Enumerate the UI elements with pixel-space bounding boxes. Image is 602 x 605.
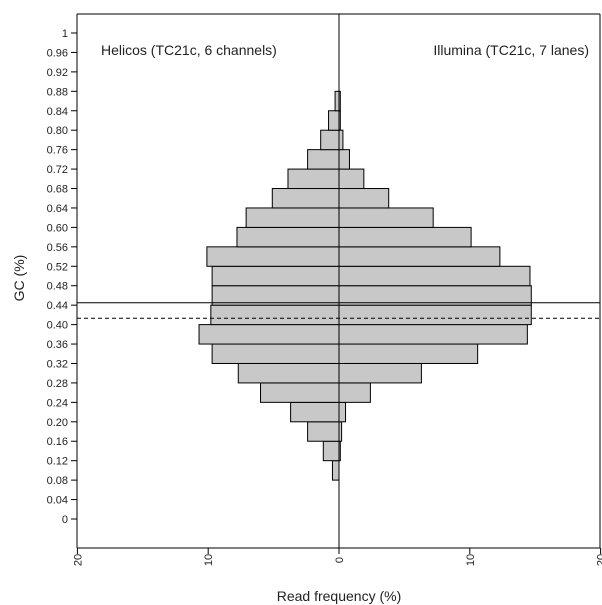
illumina-bars (338, 90, 532, 462)
y-tick-label: 0.52 (47, 261, 68, 273)
illumina-bar (338, 362, 422, 384)
illumina-bar (338, 324, 528, 345)
y-tick-label: 0.60 (47, 222, 68, 234)
x-tick-label: 10 (465, 554, 477, 566)
helicos-bar (331, 460, 340, 481)
helicos-bar (307, 149, 340, 170)
illumina-bar (338, 188, 390, 209)
y-tick-label: 0.32 (47, 358, 68, 370)
helicos-bar (260, 382, 340, 403)
y-tick-label: 0.04 (47, 495, 68, 507)
x-tick-label: 10 (203, 554, 215, 566)
y-tick-label: 0.88 (47, 86, 68, 98)
y-tick-label: 0.68 (47, 184, 68, 196)
x-tick-label: 20 (72, 554, 84, 566)
y-tick-label: 0.76 (47, 145, 68, 157)
y-tick-label: 0.16 (47, 436, 68, 448)
helicos-bar (245, 207, 340, 228)
illumina-bar (338, 129, 344, 151)
helicos-bar (210, 304, 340, 326)
x-axis: 20 10 0 10 20 (72, 548, 602, 566)
y-tick-label: 0.72 (47, 164, 68, 176)
helicos-bar (271, 188, 340, 209)
helicos-bar (322, 440, 340, 462)
illumina-bar (338, 401, 347, 423)
illumina-bar (338, 149, 350, 170)
y-tick-label: 0.44 (47, 300, 68, 312)
helicos-bar (198, 324, 340, 345)
y-tick-label: 0.20 (47, 417, 68, 429)
x-tick-label: 20 (596, 554, 602, 566)
illumina-panel-label: Illumina (TC21c, 7 lanes) (433, 42, 589, 58)
y-tick-label: 0.84 (47, 106, 68, 118)
x-axis-title: Read frequency (%) (277, 588, 402, 604)
helicos-bar (211, 343, 340, 364)
illumina-bar (338, 382, 371, 403)
y-tick-label: 0.80 (47, 125, 68, 137)
helicos-panel-label: Helicos (TC21c, 6 channels) (101, 42, 277, 58)
helicos-bar (328, 110, 340, 131)
illumina-bar (338, 343, 479, 364)
illumina-bar (338, 168, 365, 190)
helicos-bar (206, 246, 340, 267)
y-tick-label: 0.24 (47, 397, 68, 409)
y-tick-label: 0.96 (47, 47, 68, 59)
helicos-bar (236, 226, 340, 248)
y-axis: 1 0.96 0.92 0.88 0.84 0.80 0.76 0.72 0.68 0.64 0.6… (47, 28, 77, 526)
y-tick-label: 0.08 (47, 475, 68, 487)
helicos-bar (290, 401, 340, 423)
illumina-bar (338, 304, 532, 326)
y-tick-label: 0.48 (47, 281, 68, 293)
y-tick-label: 0.36 (47, 339, 68, 351)
helicos-bar (237, 362, 340, 384)
x-tick-label: 0 (334, 557, 346, 563)
y-tick-label: 0.40 (47, 320, 68, 332)
helicos-bar (320, 129, 340, 151)
helicos-bar (334, 90, 340, 112)
y-tick-label: 1 (62, 28, 68, 40)
y-axis-title: GC (%) (11, 255, 27, 302)
y-tick-label: 0.12 (47, 456, 68, 468)
helicos-bars (198, 90, 340, 481)
helicos-bar (211, 265, 340, 287)
illumina-bar (338, 207, 434, 228)
illumina-bar (338, 246, 501, 267)
illumina-bar (338, 226, 472, 248)
helicos-bar (307, 421, 340, 442)
illumina-bar (338, 265, 531, 287)
y-tick-label: 0 (62, 514, 68, 526)
y-tick-label: 0.28 (47, 378, 68, 390)
y-tick-label: 0.92 (47, 67, 68, 79)
y-tick-label: 0.56 (47, 242, 68, 254)
y-tick-label: 0.64 (47, 203, 68, 215)
helicos-bar (287, 168, 340, 190)
